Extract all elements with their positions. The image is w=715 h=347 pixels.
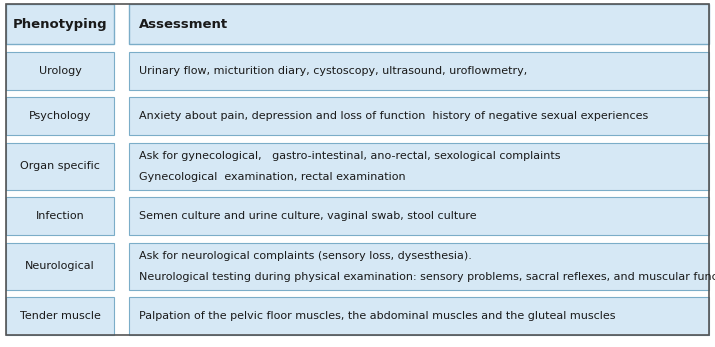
Text: Gynecological  examination, rectal examination: Gynecological examination, rectal examin… [139,171,405,181]
FancyBboxPatch shape [129,97,709,135]
FancyBboxPatch shape [129,197,709,235]
Text: Infection: Infection [36,211,84,221]
Text: Tender muscle: Tender muscle [19,311,101,321]
Text: Anxiety about pain, depression and loss of function  history of negative sexual : Anxiety about pain, depression and loss … [139,111,648,121]
FancyBboxPatch shape [6,97,114,135]
FancyBboxPatch shape [129,297,709,335]
Text: Semen culture and urine culture, vaginal swab, stool culture: Semen culture and urine culture, vaginal… [139,211,476,221]
Text: Organ specific: Organ specific [20,161,100,171]
FancyBboxPatch shape [6,52,114,90]
FancyBboxPatch shape [129,4,709,44]
FancyBboxPatch shape [129,143,709,190]
FancyBboxPatch shape [129,243,709,290]
Text: Neurological: Neurological [25,261,95,271]
FancyBboxPatch shape [6,243,114,290]
Text: Ask for gynecological,   gastro-intestinal, ano-rectal, sexological complaints: Ask for gynecological, gastro-intestinal… [139,151,561,161]
FancyBboxPatch shape [6,143,114,190]
Text: Phenotyping: Phenotyping [13,18,107,31]
Text: Psychology: Psychology [29,111,92,121]
Text: Ask for neurological complaints (sensory loss, dysesthesia).: Ask for neurological complaints (sensory… [139,251,472,261]
FancyBboxPatch shape [129,52,709,90]
Text: Palpation of the pelvic floor muscles, the abdominal muscles and the gluteal mus: Palpation of the pelvic floor muscles, t… [139,311,615,321]
Text: Urology: Urology [39,66,82,76]
FancyBboxPatch shape [6,4,114,44]
FancyBboxPatch shape [6,297,114,335]
Text: Urinary flow, micturition diary, cystoscopy, ultrasound, uroflowmetry,: Urinary flow, micturition diary, cystosc… [139,66,527,76]
FancyBboxPatch shape [6,197,114,235]
Text: Neurological testing during physical examination: sensory problems, sacral refle: Neurological testing during physical exa… [139,272,715,282]
Text: Assessment: Assessment [139,18,228,31]
